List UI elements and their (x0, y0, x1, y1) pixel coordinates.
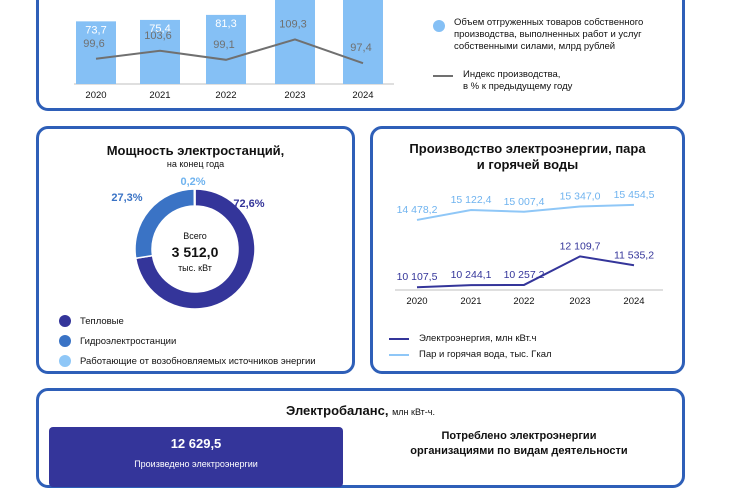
index-label-2022: 99,1 (213, 39, 234, 51)
x-tick-2020: 2020 (406, 296, 427, 307)
production-chart: 10 107,5 10 244,1 10 257,2 12 109,7 11 535,2… (395, 189, 663, 307)
donut-center-label: Всего (183, 231, 207, 241)
donut-center-unit: тыс. кВт (178, 263, 212, 273)
series-1-label-2021: 15 122,4 (451, 194, 492, 206)
index-label-2023: 109,3 (279, 18, 307, 30)
series-1-label-2020: 14 478,2 (397, 204, 438, 216)
x-tick-2022: 2022 (513, 296, 534, 307)
x-tick-2020: 2020 (85, 90, 106, 101)
index-line (95, 38, 364, 65)
power-capacity-donut: 72,6% 27,3% 0,2% Всего 3 512,0 тыс. кВт (111, 176, 265, 310)
donut-label-1: 27,3% (111, 192, 142, 204)
series-0-label-2020: 10 107,5 (397, 271, 438, 283)
series-line-1 (416, 203, 635, 221)
legend-thermal-label: Тепловые (80, 315, 124, 327)
series-1-label-2023: 15 347,0 (560, 191, 601, 203)
legend-steam: Пар и горячая вода, тыс. Гкал (389, 349, 552, 360)
index-label-2021: 103,6 (144, 30, 172, 42)
legend-renewable-label: Работающие от возобновляемых источников … (80, 355, 316, 367)
series-0-label-2022: 10 257,2 (504, 269, 545, 281)
legend-index-label: Индекс производства, (463, 69, 561, 80)
bar-label-2022: 81,3 (215, 18, 236, 30)
index-label-2024: 97,4 (350, 42, 371, 54)
series-line-0 (416, 255, 635, 289)
legend-index: Индекс производства, в % к предыдущему г… (433, 69, 683, 93)
x-tick-2022: 2022 (215, 90, 236, 101)
shipped-goods-chart: 73,7 2020 75,4 2021 81,3 2022 2023 2024 99,6 103,… (74, 0, 394, 101)
power-capacity-subtitle: на конец года (166, 159, 225, 169)
balance-title: Электробаланс, млн кВт-ч. (39, 403, 682, 418)
bar-2023 (275, 0, 315, 84)
legend-renewable: Работающие от возобновляемых источников … (59, 355, 316, 367)
bar-2024 (343, 0, 383, 84)
bar-label-2021: 75,4 (149, 23, 170, 35)
production-title-line2: и горячей воды (476, 157, 579, 172)
produced-value: 12 629,5 (170, 436, 222, 451)
balance-card: Электробаланс, млн кВт-ч. 12 629,5 Произ… (36, 388, 685, 488)
x-tick-2024: 2024 (352, 90, 373, 101)
series-0-label-2021: 10 244,1 (451, 269, 492, 281)
production-card: Производство электроэнергии, пара и горя… (370, 126, 685, 374)
legend-hydro-swatch (59, 335, 71, 347)
legend-index-swatch (433, 75, 453, 77)
legend-thermal-swatch (59, 315, 71, 327)
x-tick-2021: 2021 (460, 296, 481, 307)
consumed-line2: организациями по видам деятельности (410, 445, 628, 457)
balance-unit: млн кВт-ч. (392, 407, 435, 417)
x-tick-2024: 2024 (623, 296, 644, 307)
produced-caption: Произведено электроэнергии (134, 459, 258, 469)
legend-renewable-swatch (59, 355, 71, 367)
legend-shipped-label: Объем отгруженных товаров собственного п… (454, 17, 644, 52)
legend-electricity-label: Электроэнергия, млн кВт.ч (419, 333, 537, 344)
legend-shipped-swatch (433, 20, 445, 32)
x-tick-2021: 2021 (149, 90, 170, 101)
produced-banner: 12 629,5 Произведено электроэнергии (49, 427, 343, 487)
series-0-label-2023: 12 109,7 (560, 240, 601, 252)
series-1-label-2022: 15 007,4 (504, 196, 545, 208)
donut-center-value: 3 512,0 (172, 244, 219, 260)
legend-hydro-label: Гидроэлектростанции (80, 335, 177, 347)
legend-index-text: Индекс производства, в % к предыдущему г… (463, 69, 572, 93)
legend-hydro: Гидроэлектростанции (59, 335, 176, 347)
donut-label-2: 0,2% (180, 176, 205, 188)
power-capacity-title: Мощность электростанций, (106, 143, 285, 158)
shipped-goods-card: 73,7 2020 75,4 2021 81,3 2022 2023 2024 99,6 103,… (36, 0, 685, 111)
legend-electricity: Электроэнергия, млн кВт.ч (389, 333, 536, 344)
index-label-2020: 99,6 (83, 38, 104, 50)
donut-slice-2 (193, 188, 196, 207)
legend-thermal: Тепловые (59, 315, 124, 327)
legend-steam-label: Пар и горячая вода, тыс. Гкал (419, 349, 552, 360)
series-1-label-2024: 15 454,5 (614, 189, 655, 201)
power-capacity-card: Мощность электростанций, на конец года 7… (36, 126, 355, 374)
x-tick-2023: 2023 (284, 90, 305, 101)
consumed-line1: Потреблено электроэнергии (441, 430, 597, 442)
production-title-line1: Производство электроэнергии, пара (409, 141, 646, 156)
balance-title-text: Электробаланс, (286, 403, 389, 418)
bar-label-2020: 73,7 (85, 24, 106, 36)
series-0-label-2024: 11 535,2 (614, 249, 654, 261)
legend-electricity-swatch (389, 337, 409, 340)
legend-index-unit: в % к предыдущему году (463, 81, 573, 92)
bar-2020 (76, 21, 116, 84)
x-tick-2023: 2023 (569, 296, 590, 307)
legend-steam-swatch (389, 353, 409, 356)
legend-shipped: Объем отгруженных товаров собственного п… (433, 17, 683, 53)
bar-2022 (206, 14, 246, 84)
donut-slice-0 (134, 188, 256, 310)
donut-label-0: 72,6% (233, 198, 264, 210)
